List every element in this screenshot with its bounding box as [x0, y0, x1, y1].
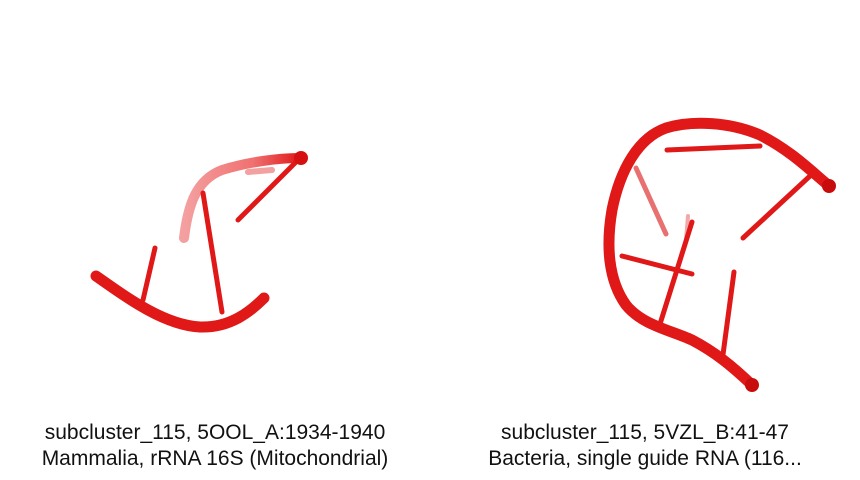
backbone-strand [603, 117, 834, 391]
caption-right: subcluster_115, 5VZL_B:41-47 Bacteria, s… [430, 420, 860, 472]
base-stick [740, 173, 813, 241]
rna-structure-image-left [90, 151, 308, 333]
strand-end [294, 151, 308, 165]
strand-end [745, 378, 759, 392]
base-stick [657, 219, 695, 327]
caption-subtitle: Mammalia, rRNA 16S (Mitochondrial) [41, 447, 389, 470]
caption-title: subcluster_115, 5OOL_A:1934-1940 [44, 421, 386, 444]
base-stick [200, 190, 225, 315]
backbone-back-strand [179, 153, 305, 243]
strand-end [822, 179, 836, 193]
base-stick [719, 269, 737, 365]
structure-panel-left: subcluster_115, 5OOL_A:1934-1940 Mammali… [0, 151, 430, 472]
caption-title: subcluster_115, 5VZL_B:41-47 [501, 421, 789, 444]
structure-panel-right: subcluster_115, 5VZL_B:41-47 Bacteria, s… [430, 0, 860, 480]
rna-structure-image-right [603, 117, 836, 392]
base-stick [235, 155, 303, 223]
base-stick [664, 143, 763, 153]
caption-subtitle: Bacteria, single guide RNA (116... [488, 447, 802, 470]
base-stick [245, 167, 275, 175]
backbone-front-strand [90, 270, 270, 333]
base-stick [633, 165, 669, 237]
base-stick [140, 245, 158, 303]
base-stick [619, 253, 695, 277]
caption-left: subcluster_115, 5OOL_A:1934-1940 Mammali… [0, 420, 430, 472]
